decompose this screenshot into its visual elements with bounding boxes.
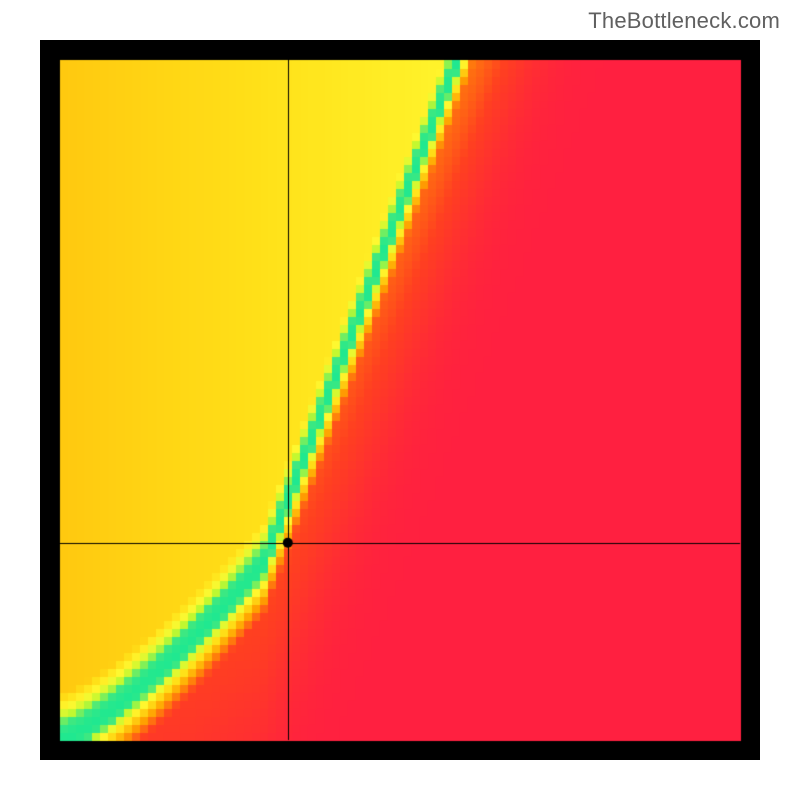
watermark-text: TheBottleneck.com <box>588 8 780 34</box>
heatmap-canvas <box>40 40 760 760</box>
bottleneck-heatmap <box>40 40 760 760</box>
